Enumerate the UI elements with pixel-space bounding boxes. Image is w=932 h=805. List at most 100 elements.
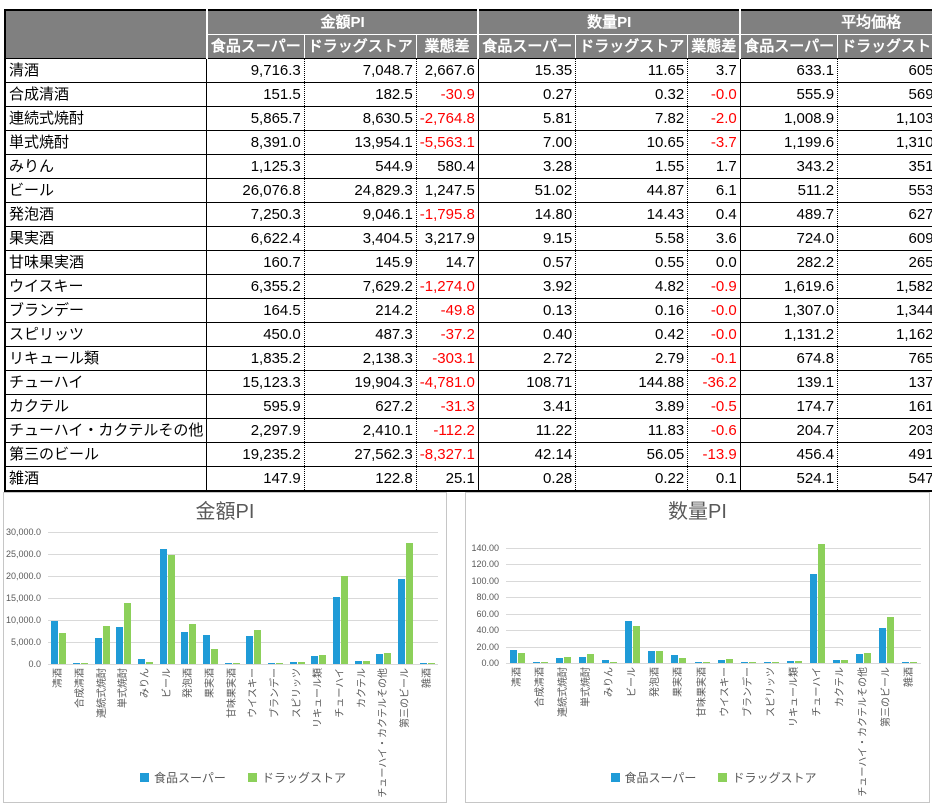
value-cell[interactable]: 3.41 — [477, 394, 576, 419]
value-cell[interactable]: -1,795.8 — [415, 202, 479, 227]
value-cell[interactable]: 2,667.6 — [415, 58, 479, 83]
value-cell[interactable]: 7,250.3 — [206, 202, 305, 227]
value-cell[interactable]: 9,716.3 — [206, 58, 305, 83]
value-cell[interactable]: 15,123.3 — [206, 370, 305, 395]
group-header-quantity-pi[interactable]: 数量PI — [477, 10, 741, 35]
value-cell[interactable]: 1,307.0 — [739, 298, 838, 323]
value-cell[interactable]: 3.92 — [477, 274, 576, 299]
quantity-pi-chart[interactable]: 0.00 20.00 40.00 60.00 80.00 100.00 120.00 140.… — [465, 492, 930, 803]
value-cell[interactable]: 122.8 — [303, 466, 417, 491]
value-cell[interactable]: 24,829.3 — [303, 178, 417, 203]
value-cell[interactable]: -0.5 — [687, 394, 741, 419]
value-cell[interactable]: 1.55 — [575, 154, 688, 179]
value-cell[interactable]: 0.0 — [687, 250, 741, 275]
value-cell[interactable]: 3.7 — [687, 58, 741, 83]
value-cell[interactable]: 1,008.9 — [739, 106, 838, 131]
value-cell[interactable]: 0.57 — [477, 250, 576, 275]
value-cell[interactable]: 8,391.0 — [206, 130, 305, 155]
category-cell[interactable]: 発泡酒 — [5, 202, 207, 227]
value-cell[interactable]: 11.83 — [575, 418, 688, 443]
value-cell[interactable]: 609.6 — [837, 226, 932, 251]
value-cell[interactable]: 487.3 — [303, 322, 417, 347]
value-cell[interactable]: 14.43 — [575, 202, 688, 227]
value-cell[interactable]: 1,582.9 — [837, 274, 932, 299]
value-cell[interactable]: 456.4 — [739, 442, 838, 467]
value-cell[interactable]: 633.1 — [739, 58, 838, 83]
value-cell[interactable]: 265.1 — [837, 250, 932, 275]
value-cell[interactable]: 491.8 — [837, 442, 932, 467]
value-cell[interactable]: 0.42 — [575, 322, 688, 347]
value-cell[interactable]: -13.9 — [687, 442, 741, 467]
value-cell[interactable]: 11.22 — [477, 418, 576, 443]
value-cell[interactable]: 1,835.2 — [206, 346, 305, 371]
category-cell[interactable]: ビール — [5, 178, 207, 203]
value-cell[interactable]: -0.6 — [687, 418, 741, 443]
value-cell[interactable]: 595.9 — [206, 394, 305, 419]
value-cell[interactable]: 14.80 — [477, 202, 576, 227]
value-cell[interactable]: 1,125.3 — [206, 154, 305, 179]
value-cell[interactable]: 7,629.2 — [303, 274, 417, 299]
value-cell[interactable]: 627.0 — [837, 202, 932, 227]
group-header-average-price[interactable]: 平均価格 — [739, 10, 932, 35]
value-cell[interactable]: 0.27 — [477, 82, 576, 107]
value-cell[interactable]: -0.0 — [687, 298, 741, 323]
value-cell[interactable]: 5.81 — [477, 106, 576, 131]
value-cell[interactable]: 182.5 — [303, 82, 417, 107]
subheader-format-diff[interactable]: 業態差 — [687, 34, 741, 59]
category-cell[interactable]: ブランデー — [5, 298, 207, 323]
value-cell[interactable]: 1,162.7 — [837, 322, 932, 347]
value-cell[interactable]: -1,274.0 — [415, 274, 479, 299]
value-cell[interactable]: 282.2 — [739, 250, 838, 275]
value-cell[interactable]: 1,199.6 — [739, 130, 838, 155]
value-cell[interactable]: 10.65 — [575, 130, 688, 155]
value-cell[interactable]: 580.4 — [415, 154, 479, 179]
value-cell[interactable]: -112.2 — [415, 418, 479, 443]
value-cell[interactable]: 2,297.9 — [206, 418, 305, 443]
value-cell[interactable]: 343.2 — [739, 154, 838, 179]
value-cell[interactable]: -3.7 — [687, 130, 741, 155]
value-cell[interactable]: 2,410.1 — [303, 418, 417, 443]
value-cell[interactable]: 765.7 — [837, 346, 932, 371]
value-cell[interactable]: 2.79 — [575, 346, 688, 371]
corner-cell[interactable] — [5, 10, 207, 59]
value-cell[interactable]: 214.2 — [303, 298, 417, 323]
value-cell[interactable]: 25.1 — [415, 466, 479, 491]
value-cell[interactable]: 555.9 — [739, 82, 838, 107]
category-cell[interactable]: リキュール類 — [5, 346, 207, 371]
value-cell[interactable]: 19,904.3 — [303, 370, 417, 395]
category-cell[interactable]: チューハイ・カクテルその他 — [5, 418, 207, 443]
value-cell[interactable]: 1,247.5 — [415, 178, 479, 203]
value-cell[interactable]: 13,954.1 — [303, 130, 417, 155]
value-cell[interactable]: 151.5 — [206, 82, 305, 107]
value-cell[interactable]: -2,764.8 — [415, 106, 479, 131]
value-cell[interactable]: 1,103.4 — [837, 106, 932, 131]
value-cell[interactable]: 164.5 — [206, 298, 305, 323]
value-cell[interactable]: -30.9 — [415, 82, 479, 107]
subheader-food-super[interactable]: 食品スーパー — [739, 34, 838, 59]
value-cell[interactable]: 1,131.2 — [739, 322, 838, 347]
value-cell[interactable]: 139.1 — [739, 370, 838, 395]
category-cell[interactable]: 第三のビール — [5, 442, 207, 467]
value-cell[interactable]: 203.8 — [837, 418, 932, 443]
subheader-drugstore[interactable]: ドラッグストア — [575, 34, 688, 59]
value-cell[interactable]: 8,630.5 — [303, 106, 417, 131]
value-cell[interactable]: 627.2 — [303, 394, 417, 419]
value-cell[interactable]: -36.2 — [687, 370, 741, 395]
value-cell[interactable]: 674.8 — [739, 346, 838, 371]
value-cell[interactable]: -4,781.0 — [415, 370, 479, 395]
amount-pi-chart[interactable]: 0.0 5,000.0 10,000.0 15,000.0 20,000.0 25,000… — [3, 492, 447, 803]
value-cell[interactable]: 7,048.7 — [303, 58, 417, 83]
value-cell[interactable]: 42.14 — [477, 442, 576, 467]
value-cell[interactable]: 351.5 — [837, 154, 932, 179]
value-cell[interactable]: 147.9 — [206, 466, 305, 491]
value-cell[interactable]: -0.0 — [687, 322, 741, 347]
value-cell[interactable]: -0.1 — [687, 346, 741, 371]
value-cell[interactable]: 2,138.3 — [303, 346, 417, 371]
value-cell[interactable]: 3,404.5 — [303, 226, 417, 251]
value-cell[interactable]: 9,046.1 — [303, 202, 417, 227]
value-cell[interactable]: 0.55 — [575, 250, 688, 275]
value-cell[interactable]: -8,327.1 — [415, 442, 479, 467]
value-cell[interactable]: 524.1 — [739, 466, 838, 491]
value-cell[interactable]: 489.7 — [739, 202, 838, 227]
value-cell[interactable]: -37.2 — [415, 322, 479, 347]
